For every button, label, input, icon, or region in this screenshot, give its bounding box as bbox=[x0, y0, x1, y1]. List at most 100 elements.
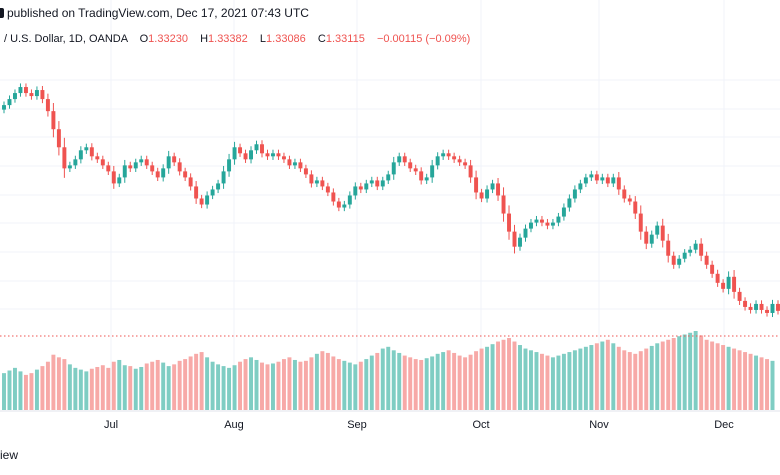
volume-bar bbox=[314, 353, 319, 410]
volume-bar bbox=[666, 339, 671, 410]
volume-bar bbox=[583, 346, 588, 410]
candle-body bbox=[73, 159, 78, 166]
volume-bar bbox=[391, 350, 396, 410]
candle-body bbox=[616, 177, 621, 190]
volume-bar bbox=[627, 352, 632, 410]
volume-bar bbox=[677, 336, 682, 410]
volume-bar bbox=[89, 368, 94, 410]
volume-bar bbox=[84, 371, 89, 410]
candle-body bbox=[402, 156, 407, 163]
volume-bar bbox=[271, 363, 275, 410]
volume-bar bbox=[254, 359, 259, 410]
time-axis-label: Aug bbox=[224, 419, 244, 431]
volume-bar bbox=[199, 352, 204, 410]
candle-body bbox=[309, 174, 314, 184]
candle-body bbox=[320, 180, 325, 187]
low-label: L bbox=[259, 33, 267, 45]
volume-bar bbox=[578, 348, 583, 410]
candle-body bbox=[40, 90, 45, 100]
volume-bar bbox=[78, 369, 83, 410]
candle-body bbox=[111, 171, 116, 184]
candle-body bbox=[364, 183, 369, 190]
candle-body bbox=[655, 225, 660, 235]
volume-bar bbox=[732, 348, 737, 410]
candle-body bbox=[2, 105, 6, 110]
candle-body bbox=[155, 171, 160, 178]
volume-bar bbox=[474, 351, 479, 410]
volume-bar bbox=[479, 348, 484, 410]
candle-body bbox=[380, 180, 385, 187]
volume-bar bbox=[507, 338, 511, 410]
volume-bar bbox=[23, 374, 28, 410]
volume-bar bbox=[309, 357, 314, 410]
candle-body bbox=[452, 156, 457, 160]
volume-bar bbox=[671, 338, 676, 410]
volume-bar bbox=[227, 367, 232, 410]
volume-bar bbox=[260, 362, 264, 410]
candle-body bbox=[347, 195, 352, 205]
volume-bar bbox=[7, 370, 12, 410]
candle-body bbox=[199, 198, 204, 205]
volume-bar bbox=[501, 339, 506, 410]
volume-bar bbox=[364, 359, 369, 410]
candle-layer bbox=[2, 83, 780, 318]
volume-bar bbox=[353, 364, 358, 410]
candle-body bbox=[260, 144, 264, 154]
candle-body bbox=[463, 162, 468, 166]
candle-body bbox=[523, 228, 528, 238]
volume-bar bbox=[721, 345, 726, 410]
candle-body bbox=[23, 87, 28, 94]
volume-bar bbox=[743, 352, 748, 410]
candle-body bbox=[177, 162, 182, 172]
volume-bar bbox=[655, 343, 660, 410]
candle-body bbox=[95, 156, 100, 160]
candle-body bbox=[276, 153, 281, 157]
candle-body bbox=[726, 276, 731, 289]
change-value: −0.00115 (−0.09%) bbox=[376, 33, 471, 45]
volume-bar bbox=[73, 367, 78, 410]
candle-body bbox=[303, 168, 308, 175]
symbol-legend: / U.S. Dollar, 1D, OANDA O1.33230 H1.333… bbox=[4, 33, 470, 45]
candle-body bbox=[128, 165, 133, 169]
volume-bar bbox=[518, 345, 522, 410]
candle-body bbox=[78, 150, 83, 160]
volume-bar bbox=[40, 366, 45, 410]
volume-bar bbox=[144, 363, 149, 410]
candle-body bbox=[13, 93, 17, 100]
volume-bar bbox=[336, 359, 341, 410]
candle-body bbox=[479, 192, 484, 199]
volume-bar bbox=[699, 335, 704, 410]
volume-bar bbox=[292, 359, 297, 410]
volume-bar bbox=[210, 361, 215, 410]
volume-bar bbox=[128, 366, 133, 410]
time-axis[interactable]: Jul Aug Sep Oct Nov Dec bbox=[104, 419, 734, 431]
candle-body bbox=[759, 303, 764, 310]
candle-body bbox=[386, 174, 391, 181]
time-axis-label: Jul bbox=[104, 419, 118, 431]
candle-body bbox=[292, 162, 297, 166]
candle-body bbox=[660, 225, 665, 241]
candle-body bbox=[397, 156, 402, 163]
candle-body bbox=[183, 171, 188, 178]
volume-bar bbox=[34, 369, 39, 410]
volume-bar bbox=[463, 357, 468, 410]
volume-bar bbox=[408, 357, 413, 410]
volume-bar bbox=[556, 355, 561, 410]
volume-bar bbox=[622, 350, 627, 410]
candle-body bbox=[501, 195, 506, 214]
candle-body bbox=[688, 249, 693, 253]
volume-layer bbox=[2, 331, 775, 410]
volume-bar bbox=[188, 356, 193, 410]
tradingview-logo-icon bbox=[0, 8, 4, 18]
volume-bar bbox=[452, 352, 457, 410]
candle-body bbox=[605, 177, 610, 184]
volume-bar bbox=[62, 359, 67, 410]
volume-bar bbox=[660, 341, 665, 410]
volume-bar bbox=[18, 371, 23, 410]
candle-body bbox=[342, 204, 347, 208]
candle-body bbox=[649, 234, 654, 244]
candle-body bbox=[545, 222, 550, 226]
volume-bar bbox=[183, 359, 188, 410]
